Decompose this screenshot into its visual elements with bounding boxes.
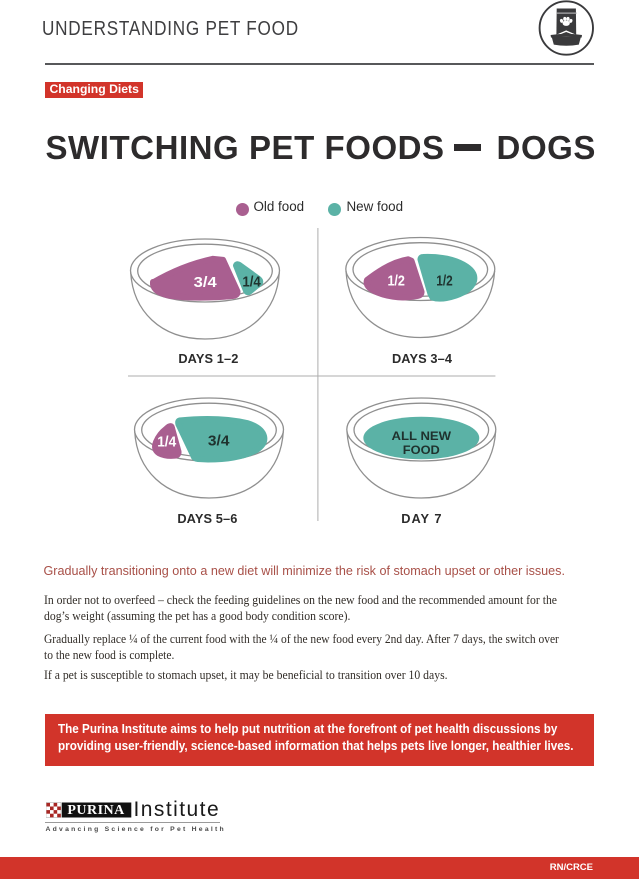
svg-text:3/4: 3/4 xyxy=(194,275,217,291)
svg-text:DAYS 5–6: DAYS 5–6 xyxy=(177,511,237,526)
svg-text:DAYS 3–4: DAYS 3–4 xyxy=(392,351,453,366)
svg-text:DAY 7: DAY 7 xyxy=(401,511,442,526)
svg-text:FOOD: FOOD xyxy=(403,443,440,457)
svg-text:ALL NEW: ALL NEW xyxy=(392,429,452,443)
svg-text:3/4: 3/4 xyxy=(208,434,230,450)
svg-text:1/4: 1/4 xyxy=(157,434,176,450)
svg-text:DAYS 1–2: DAYS 1–2 xyxy=(178,351,238,366)
svg-text:1/2: 1/2 xyxy=(387,273,405,289)
svg-text:1/2: 1/2 xyxy=(436,273,453,289)
svg-text:1/4: 1/4 xyxy=(242,275,261,291)
